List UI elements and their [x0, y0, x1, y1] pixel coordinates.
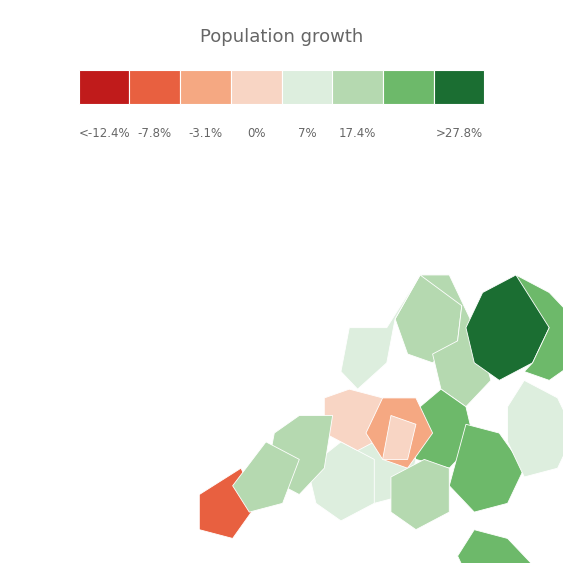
Polygon shape: [516, 275, 563, 381]
Text: 7%: 7%: [297, 127, 316, 140]
Polygon shape: [266, 415, 333, 494]
Bar: [129, 70, 180, 104]
Bar: [434, 70, 484, 104]
Polygon shape: [341, 275, 420, 389]
Bar: [231, 70, 282, 104]
Polygon shape: [395, 275, 462, 363]
Bar: [332, 70, 383, 104]
Polygon shape: [508, 381, 563, 477]
Polygon shape: [420, 275, 491, 406]
Polygon shape: [458, 530, 533, 563]
Polygon shape: [199, 468, 258, 538]
Text: Population growth: Population growth: [200, 28, 363, 46]
Polygon shape: [349, 425, 416, 503]
Polygon shape: [383, 415, 416, 459]
Polygon shape: [307, 442, 374, 521]
Polygon shape: [324, 389, 391, 450]
Polygon shape: [399, 389, 474, 468]
Text: 0%: 0%: [247, 127, 265, 140]
Polygon shape: [366, 398, 432, 468]
Bar: [383, 70, 434, 104]
Polygon shape: [391, 459, 449, 530]
Polygon shape: [449, 425, 524, 512]
Bar: [180, 70, 231, 104]
Bar: [282, 70, 332, 104]
Text: >27.8%: >27.8%: [435, 127, 482, 140]
Text: -3.1%: -3.1%: [189, 127, 222, 140]
Text: 17.4%: 17.4%: [339, 127, 376, 140]
Text: -7.8%: -7.8%: [138, 127, 172, 140]
Polygon shape: [466, 275, 549, 381]
Bar: [79, 70, 129, 104]
Text: <-12.4%: <-12.4%: [78, 127, 130, 140]
Polygon shape: [233, 442, 300, 512]
